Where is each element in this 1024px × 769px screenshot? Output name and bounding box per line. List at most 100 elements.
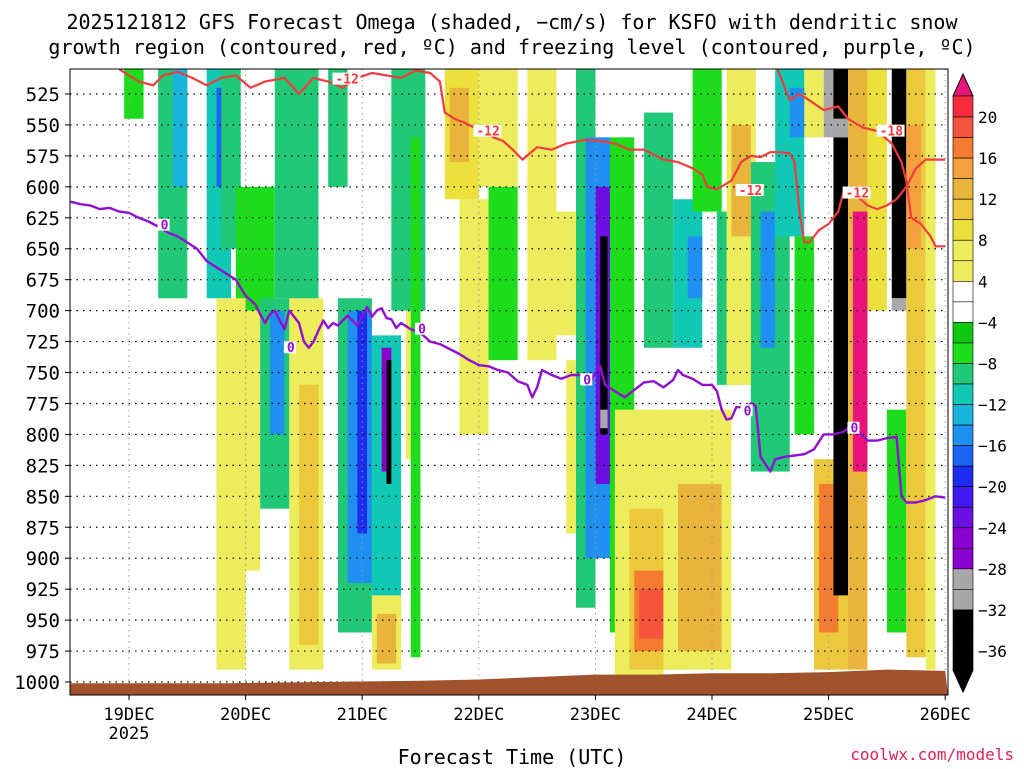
contour-label: 0 <box>850 422 858 437</box>
y-tick-label: 925 <box>26 579 60 601</box>
colorbar-bin <box>952 260 974 282</box>
x-tick-label: 19DEC <box>103 705 154 725</box>
omega-cell <box>833 137 849 596</box>
colorbar-bin <box>952 363 974 385</box>
omega-cell <box>794 236 815 435</box>
omega-cell <box>269 310 285 435</box>
colorbar-label: −12 <box>978 396 1007 415</box>
colorbar-bin <box>952 650 974 671</box>
chart-title-line-1: 2025121812 GFS Forecast Omega (shaded, −… <box>66 10 958 34</box>
omega-cell <box>527 69 557 361</box>
y-tick-label: 725 <box>26 332 60 354</box>
omega-cell <box>328 69 348 187</box>
omega-cell <box>600 236 608 435</box>
colorbar-label: −20 <box>978 478 1007 497</box>
contour-label-bg <box>157 218 170 231</box>
contour-label: -12 <box>335 73 358 88</box>
omega-cell <box>240 310 261 571</box>
omega-cell <box>376 613 397 664</box>
colorbar-bin <box>952 137 974 159</box>
x-tick-label: 26DEC <box>920 705 971 725</box>
y-tick-label: 950 <box>26 610 60 632</box>
contour-label-bg <box>842 186 871 199</box>
chart-title-line-2: growth region (contoured, red, ºC) and f… <box>48 35 976 59</box>
omega-cell <box>677 483 722 652</box>
contour-label-bg <box>415 322 428 335</box>
freezing-level-contour <box>70 200 946 504</box>
contour-label: 0 <box>287 341 295 356</box>
y-tick-label: 775 <box>26 393 60 415</box>
colorbar-bin <box>952 609 974 631</box>
x-tick-label: 20DEC <box>220 705 271 725</box>
plot-frame <box>69 68 949 696</box>
colorbar-bin <box>952 116 974 138</box>
omega-cell <box>488 186 518 361</box>
colorbar-bin <box>952 630 974 652</box>
colorbar-bin <box>952 383 974 405</box>
colorbar-bin <box>952 506 974 529</box>
contour-label-bg <box>332 72 361 85</box>
y-tick-label: 825 <box>26 455 60 477</box>
contour-label: 0 <box>418 323 426 338</box>
omega-cell <box>600 409 608 429</box>
y-tick-label: 800 <box>26 424 60 446</box>
credit-text: coolwx.com/models <box>850 745 1014 764</box>
colorbar-label: 8 <box>978 231 988 250</box>
y-tick-label: 875 <box>26 517 60 539</box>
y-tick-label: 1000 <box>14 672 60 694</box>
colorbar-bin <box>952 342 974 364</box>
omega-cell <box>299 384 319 645</box>
colorbar-label: 4 <box>978 272 988 291</box>
omega-cell <box>235 186 275 311</box>
colorbar-top-arrow <box>952 72 974 97</box>
omega-cell <box>639 589 664 639</box>
colorbar-bin <box>952 424 974 446</box>
omega-cell <box>891 69 907 299</box>
x-tick-label: 23DEC <box>570 705 621 725</box>
omega-cell <box>449 87 470 163</box>
omega-cell <box>274 69 319 299</box>
colorbar-bin <box>952 589 974 611</box>
y-tick-label: 975 <box>26 641 60 663</box>
contour-label: 0 <box>583 373 591 388</box>
omega-cell <box>643 112 674 348</box>
x-axis-label: Forecast Time (UTC) <box>397 745 627 769</box>
omega-cell <box>886 409 907 633</box>
y-tick-label: 600 <box>26 177 60 199</box>
colorbar-label: 12 <box>978 190 997 209</box>
y-tick-label: 550 <box>26 115 60 137</box>
colorbar-label: −28 <box>978 560 1007 579</box>
omega-cell <box>852 211 868 472</box>
colorbar-label: −8 <box>978 354 997 373</box>
colorbar-bin <box>952 281 974 303</box>
contour-label: -12 <box>476 125 499 140</box>
contour-label-bg <box>580 373 593 386</box>
contour-label: 0 <box>161 219 169 234</box>
colorbar-bin <box>952 219 974 241</box>
colorbar-label: −36 <box>978 642 1007 661</box>
contour-label: 0 <box>744 404 752 419</box>
colorbar-bin <box>952 404 974 426</box>
colorbar-label: −4 <box>978 313 997 332</box>
colorbar-label: −32 <box>978 601 1007 620</box>
contour-label-bg <box>283 341 296 354</box>
y-tick-label: 525 <box>26 84 60 106</box>
contour-label-bg <box>473 124 502 137</box>
colorbar-bin <box>952 465 974 487</box>
colorbar-bin <box>952 486 974 508</box>
omega-cell <box>124 69 144 119</box>
omega-shading-group <box>124 69 936 682</box>
omega-cell <box>386 360 392 484</box>
colorbar-bottom-arrow <box>952 669 974 694</box>
x-tick-label: 22DEC <box>453 705 504 725</box>
colorbar-label: −16 <box>978 437 1007 456</box>
omega-cell <box>216 87 224 187</box>
y-tick-label: 625 <box>26 208 60 230</box>
dendritic-contour-minus12 <box>118 69 946 244</box>
omega-cell <box>760 211 776 348</box>
colorbar-bin <box>952 239 974 262</box>
colorbar-label: 20 <box>978 108 997 127</box>
y-tick-label: 850 <box>26 486 60 508</box>
y-tick-label: 700 <box>26 301 60 323</box>
